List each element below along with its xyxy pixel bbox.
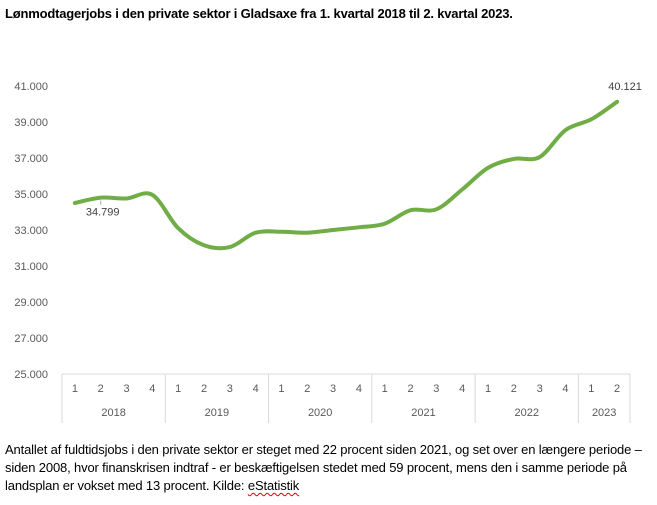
x-tick-quarter: 1 — [485, 383, 491, 395]
y-tick-label: 25.000 — [14, 369, 48, 381]
x-tick-quarter: 3 — [330, 383, 336, 395]
x-tick-year: 2023 — [592, 407, 616, 419]
y-tick-label: 39.000 — [14, 117, 48, 129]
line-chart: 25.000 27.000 29.000 31.000 33.000 35.000 37.0… — [14, 81, 642, 423]
x-tick-quarter: 2 — [304, 383, 310, 395]
x-tick-quarter: 1 — [175, 383, 181, 395]
x-tick-quarter: 3 — [433, 383, 439, 395]
x-tick-year: 2018 — [101, 407, 125, 419]
x-tick-year: 2021 — [411, 407, 435, 419]
x-tick-quarter: 4 — [149, 383, 155, 395]
plot-area — [72, 99, 620, 251]
x-tick-quarter: 4 — [562, 383, 568, 395]
data-labels: 34.799 40.121 — [86, 81, 642, 219]
source-link[interactable]: eStatistik — [247, 478, 300, 493]
series-line — [72, 99, 620, 251]
x-tick-quarter: 1 — [382, 383, 388, 395]
x-tick-quarter: 1 — [278, 383, 284, 395]
y-tick-label: 31.000 — [14, 261, 48, 273]
x-tick-quarter: 3 — [537, 383, 543, 395]
x-tick-quarter: 2 — [511, 383, 517, 395]
x-tick-quarter: 2 — [98, 383, 104, 395]
data-label: 34.799 — [86, 207, 120, 219]
x-tick-quarter: 4 — [459, 383, 465, 395]
x-tick-quarter: 3 — [227, 383, 233, 395]
x-tick-quarter: 1 — [72, 383, 78, 395]
x-tick-year: 2019 — [205, 407, 229, 419]
caption-body: Antallet af fuldtidsjobs i den private s… — [5, 442, 642, 493]
data-label: 40.121 — [608, 81, 642, 93]
x-tick-quarter: 3 — [123, 383, 129, 395]
y-tick-label: 41.000 — [14, 81, 48, 93]
x-tick-quarter: 2 — [201, 383, 207, 395]
x-axis: 1 2 3 4 2018 1 2 3 4 2019 1 2 3 4 2020 1 2 3 4 2021 1 2 3 4 2022… — [61, 373, 631, 423]
x-tick-quarter: 1 — [588, 383, 594, 395]
caption-text: Antallet af fuldtidsjobs i den private s… — [5, 441, 655, 495]
y-tick-label: 35.000 — [14, 189, 48, 201]
y-tick-label: 33.000 — [14, 225, 48, 237]
x-tick-quarter: 4 — [356, 383, 362, 395]
y-tick-label: 29.000 — [14, 297, 48, 309]
y-axis: 25.000 27.000 29.000 31.000 33.000 35.000 37.0… — [14, 81, 48, 381]
x-tick-quarter: 2 — [614, 383, 620, 395]
x-tick-quarter: 2 — [407, 383, 413, 395]
chart-title: Lønmodtagerjobs i den private sektor i G… — [5, 6, 513, 21]
x-tick-quarter: 4 — [253, 383, 259, 395]
x-tick-year: 2020 — [308, 407, 332, 419]
y-tick-label: 27.000 — [14, 333, 48, 345]
y-tick-label: 37.000 — [14, 153, 48, 165]
x-tick-year: 2022 — [514, 407, 538, 419]
